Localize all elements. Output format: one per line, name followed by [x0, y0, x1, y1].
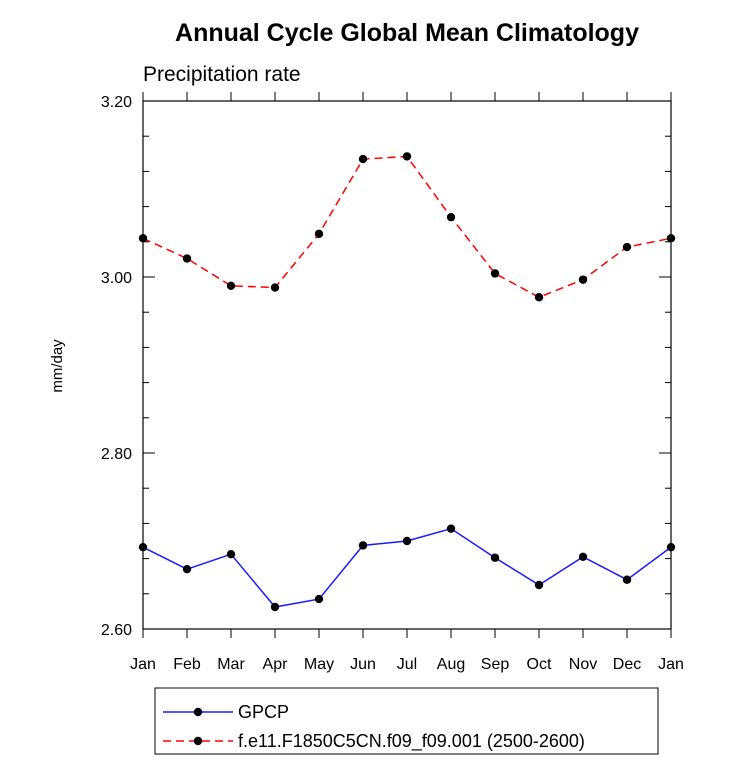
x-tick-label: Jun — [350, 656, 376, 673]
series-1-point — [490, 269, 500, 278]
x-tick-label: Nov — [569, 656, 597, 673]
series-0-point — [402, 536, 412, 546]
series-1-point — [534, 293, 544, 302]
x-tick-label: Dec — [613, 656, 641, 673]
legend-label-gpcp: GPCP — [238, 702, 289, 722]
chart-subtitle: Precipitation rate — [143, 63, 301, 86]
series-0-point — [666, 542, 676, 552]
series-1-point — [358, 154, 368, 164]
x-tick-label: Jan — [130, 656, 156, 673]
x-tick-label: Apr — [263, 656, 289, 673]
x-tick-label: Oct — [527, 656, 552, 673]
series-0-point — [138, 542, 148, 552]
plot-frame — [142, 100, 672, 630]
x-tick-label: Mar — [217, 656, 245, 673]
legend-marker-gpcp — [193, 707, 203, 717]
series-1-point — [402, 152, 412, 161]
series-0-point — [314, 594, 324, 604]
y-tick-label: 2.80 — [101, 446, 132, 463]
series-0-point — [622, 575, 632, 584]
series-1-point — [270, 283, 280, 292]
legend-box — [154, 687, 659, 755]
chart-title: Annual Cycle Global Mean Climatology — [175, 19, 639, 47]
legend-marker-model — [193, 736, 203, 746]
y-axis-label: mm/day — [49, 339, 66, 393]
series-layer — [138, 152, 676, 612]
axis-ticks: 2.60 2.80 3.00 3.20 Jan Feb Mar Apr May Jun Jul Aug… — [101, 92, 684, 673]
y-tick-label: 3.20 — [101, 94, 132, 111]
series-1-point — [622, 242, 632, 252]
series-1-point — [138, 234, 148, 243]
x-tick-label: May — [304, 656, 334, 673]
x-tick-label: Aug — [437, 656, 465, 673]
y-tick-label: 2.60 — [101, 622, 132, 639]
series-0-point — [270, 602, 280, 612]
x-tick-label: Jul — [397, 656, 417, 673]
series-0-point — [182, 564, 192, 574]
x-tick-label: Feb — [173, 656, 201, 673]
series-0-point — [534, 580, 544, 590]
series-1-point — [578, 275, 588, 284]
series-1-point — [446, 212, 456, 222]
series-0-point — [226, 550, 236, 559]
series-0-point — [578, 552, 588, 562]
x-tick-label: Jan — [658, 656, 684, 673]
series-1-point — [182, 254, 192, 263]
series-1-point — [314, 229, 324, 239]
series-0-point — [446, 524, 456, 533]
series-1-point — [666, 234, 676, 243]
legend: GPCP f.e11.F1850C5CN.f09_f09.001 (2500-2… — [154, 687, 659, 755]
legend-label-model: f.e11.F1850C5CN.f09_f09.001 (2500-2600) — [238, 731, 585, 752]
series-1-point — [226, 281, 236, 290]
series-line-1 — [142, 155, 672, 299]
series-0-point — [358, 541, 368, 550]
y-tick-label: 3.00 — [101, 270, 132, 287]
x-tick-label: Sep — [481, 656, 510, 673]
series-0-point — [490, 553, 500, 562]
